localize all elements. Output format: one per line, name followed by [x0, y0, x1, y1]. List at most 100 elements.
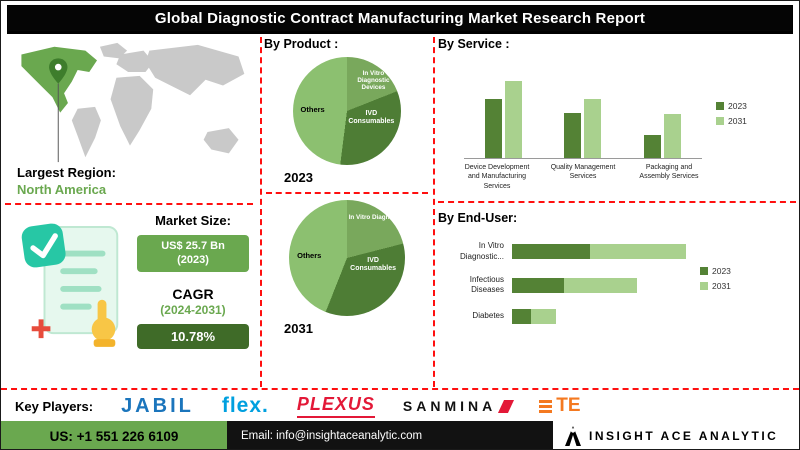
bar-2023 [643, 135, 661, 158]
jabil-logo: JABIL [121, 394, 194, 417]
end-user-rows: In Vitro Diagnostic... Infectious Diseas… [438, 241, 686, 324]
cagr-period: (2024-2031) [160, 302, 226, 317]
by-service-plot [464, 67, 702, 159]
pie-slice-label-invitro: In Vitro Diagnostic Devices [357, 69, 390, 92]
chart-row: Infectious Diseases [438, 275, 686, 296]
page-title: Global Diagnostic Contract Manufacturing… [154, 10, 646, 27]
bar-group [564, 67, 602, 158]
service-category-labels: Device Development and Manufacturing Ser… [454, 163, 712, 191]
pie-slice-label-others: Others [300, 104, 325, 114]
legend-swatch-2031 [700, 282, 708, 291]
insight-ace-logo-icon [565, 426, 581, 446]
key-players-label: Key Players: [15, 398, 94, 414]
pie-slice-label-ivd: IVD Consumables [348, 109, 395, 125]
location-pin-icon [49, 58, 68, 84]
by-end-user-title: By End-User: [438, 211, 518, 226]
by-end-user-chart: In Vitro Diagnostic... Infectious Diseas… [438, 233, 796, 324]
bar-2031 [505, 80, 523, 158]
market-size-value: US$ 25.7 Bn [161, 240, 225, 252]
legend-item-2023: 2023 [700, 266, 731, 276]
row-bars [512, 244, 686, 260]
largest-region-block: Largest Region: North America [17, 165, 116, 197]
bar-2023 [512, 277, 565, 293]
bar-group [643, 67, 681, 158]
brand-name: INSIGHT ACE ANALYTIC [589, 429, 779, 443]
pie-chart-2031: In Vitro Diagnos... IVD Consumables Othe… [289, 200, 405, 316]
legend-item-2031: 2031 [700, 281, 731, 291]
bar-2023 [512, 244, 591, 260]
row-label: Diabetes [472, 311, 504, 321]
bar-2023 [512, 308, 532, 324]
report-title-bar: Global Diagnostic Contract Manufacturing… [7, 5, 793, 32]
pie-slice-label-ivd: IVD Consumables [350, 256, 397, 272]
bar-2031 [584, 98, 602, 158]
row-label: Infectious Diseases [469, 275, 504, 295]
chart-row: Diabetes [438, 308, 686, 324]
legend-label-2023: 2023 [728, 100, 747, 111]
legend-label-2031: 2031 [728, 115, 747, 126]
legend-swatch-2023 [716, 101, 724, 110]
row-bars [512, 308, 686, 324]
phone-contact: US: +1 551 226 6109 [1, 421, 227, 449]
world-map-graphic [21, 42, 245, 163]
brand-block: INSIGHT ACE ANALYTIC [553, 421, 799, 449]
divider-left [5, 203, 253, 205]
row-bars [512, 277, 686, 293]
market-size-info: Market Size: US$ 25.7 Bn (2023) CAGR (20… [137, 213, 249, 355]
check-badge-icon [21, 223, 66, 268]
divider-vertical-1 [260, 37, 262, 387]
market-size-section: Market Size: US$ 25.7 Bn (2023) CAGR (20… [1, 213, 257, 355]
divider-vertical-2 [433, 37, 435, 387]
cagr-label: CAGR [172, 285, 214, 302]
service-legend: 2023 2031 [716, 67, 747, 159]
pie-slice-label-invitro: In Vitro Diagnos... [348, 213, 403, 221]
key-players-row: Key Players: JABIL flex. PLEXUS SANMINA … [1, 391, 799, 421]
chart-row: In Vitro Diagnostic... [438, 241, 686, 262]
sanmina-logo: SANMINA [402, 398, 515, 414]
by-service-chart: 2023 2031 [438, 67, 796, 159]
sanmina-logo-text: SANMINA [402, 398, 497, 414]
divider-bottom [1, 388, 799, 390]
pie-year-2023: 2023 [284, 170, 313, 185]
contact-footer: US: +1 551 226 6109 Email: info@insighta… [1, 421, 799, 449]
service-enduser-column: By Service : 2023 [438, 37, 796, 387]
checklist-illustration [21, 223, 119, 347]
bar-group [485, 67, 523, 158]
medical-cross-icon [31, 319, 51, 339]
te-connectivity-logo: TE [539, 395, 581, 417]
legend-swatch-2031 [716, 116, 724, 125]
te-stripes-icon [539, 399, 553, 413]
legend-item-2023: 2023 [716, 101, 747, 111]
pointing-hand-icon [91, 299, 116, 347]
end-user-legend: 2023 2031 [700, 233, 731, 324]
legend-item-2031: 2031 [716, 116, 747, 126]
legend-swatch-2023 [700, 267, 708, 276]
pie-year-2031: 2031 [284, 321, 313, 336]
row-label: In Vitro Diagnostic... [459, 241, 504, 261]
legend-label-2031: 2031 [712, 281, 731, 292]
plexus-logo: PLEXUS [296, 394, 375, 418]
by-service-title: By Service : [438, 37, 510, 51]
market-size-year: (2023) [177, 254, 209, 267]
bar-2023 [485, 98, 503, 158]
pie-chart-2023: In Vitro Diagnostic Devices IVD Consumab… [293, 57, 401, 165]
te-logo-text: TE [556, 395, 581, 416]
email-contact: Email: info@insightaceanalytic.com [227, 421, 553, 449]
bar-2031 [663, 114, 681, 158]
bar-2023 [564, 112, 582, 158]
market-size-value-badge: US$ 25.7 Bn (2023) [137, 235, 249, 272]
legend-label-2023: 2023 [712, 266, 731, 277]
largest-region-value: North America [17, 182, 107, 197]
largest-region-label: Largest Region: [17, 165, 116, 180]
category-label: Quality Management Services [550, 164, 616, 181]
by-product-column: By Product : In Vitro Diagnostic Devices… [264, 37, 430, 387]
region-market-column: Largest Region: North America [1, 35, 257, 387]
category-label: Packaging and Assembly Services [639, 164, 699, 181]
world-map [7, 39, 251, 170]
market-size-label: Market Size: [155, 213, 231, 228]
by-product-title: By Product : [264, 37, 339, 51]
flex-logo: flex. [221, 394, 269, 417]
divider-right [438, 201, 796, 204]
divider-mid [266, 192, 428, 194]
